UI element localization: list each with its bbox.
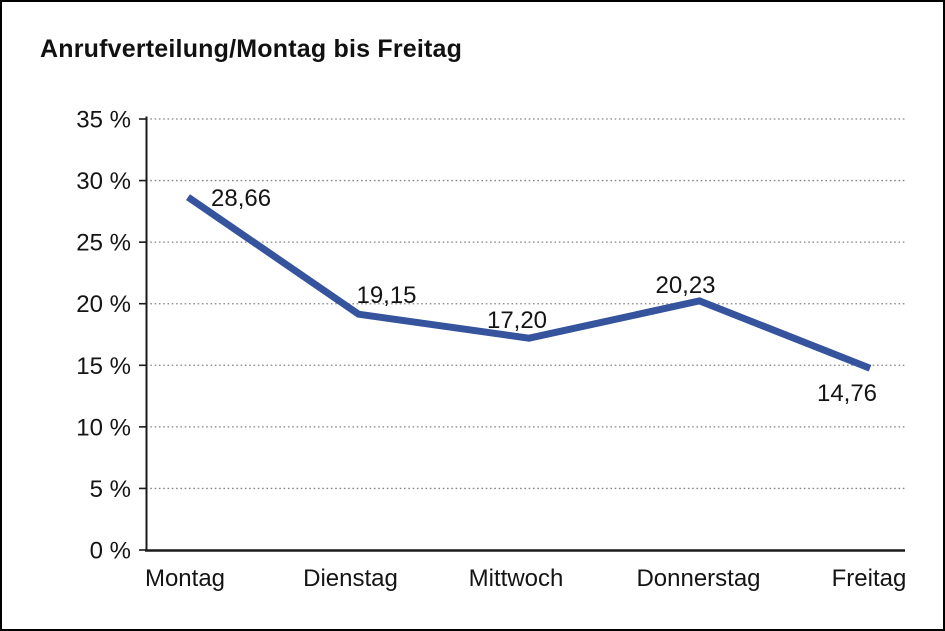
chart-title: Anrufverteilung/Montag bis Freitag (40, 35, 463, 63)
x-axis-category-label: Donnerstag (636, 565, 760, 592)
y-axis-tick-label: 15 % (76, 353, 131, 380)
data-point-label: 17,20 (487, 307, 547, 334)
y-axis-tick-label: 30 % (76, 168, 131, 195)
x-axis-category-label: Freitag (832, 565, 907, 592)
y-axis-tick-label: 20 % (76, 291, 131, 318)
x-axis-category-label: Montag (145, 565, 225, 592)
data-point-label: 14,76 (817, 380, 877, 407)
y-axis-tick-label: 35 % (76, 107, 131, 134)
data-point-label: 28,66 (211, 185, 271, 212)
data-line (186, 194, 872, 372)
y-axis-tick-label: 0 % (90, 538, 131, 565)
data-point-label: 20,23 (655, 272, 715, 299)
x-axis-category-label: Dienstag (303, 565, 398, 592)
y-axis-tick-label: 10 % (76, 414, 131, 441)
y-axis-tick-label: 5 % (90, 476, 131, 503)
x-axis-category-label: Mittwoch (469, 565, 564, 592)
data-point-label: 19,15 (356, 282, 416, 309)
y-axis-tick-label: 25 % (76, 230, 131, 257)
